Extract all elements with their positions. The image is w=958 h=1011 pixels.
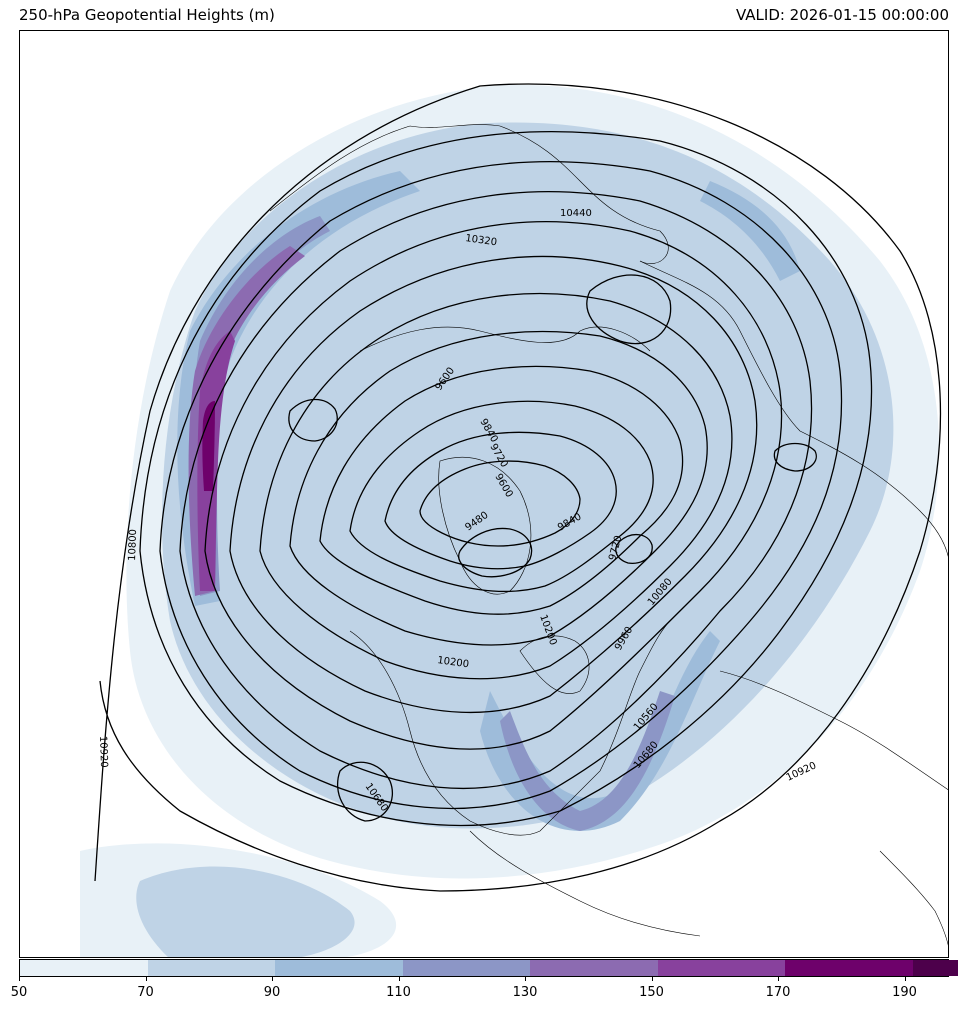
contour-10200 [259, 292, 733, 680]
label-10320-a: 10320 [465, 233, 498, 248]
contour-9600 [419, 460, 581, 547]
colorbar-tick [145, 977, 147, 981]
label-10200-a: 10200 [437, 655, 470, 670]
colorbar-ticks: 50 70 90 110 130 150 170 190 [11, 977, 949, 1007]
map-svg: 10440 10320 9600 9840 9720 9600 9480 984… [80, 83, 948, 957]
contour-10440 [204, 221, 783, 750]
contour-ridge-east [586, 274, 672, 345]
shade-110-east [700, 181, 800, 281]
colorbar-tick [651, 977, 653, 981]
colorbar-tick-label: 150 [639, 985, 664, 1000]
contour-low-west [288, 398, 338, 442]
colorbar-tick [19, 977, 20, 981]
shade-190-core [202, 401, 215, 491]
coast-north-america [349, 620, 671, 836]
contour-10080 [289, 330, 708, 646]
contour-10320 [229, 255, 758, 714]
colorbar-tick-label: 190 [892, 985, 917, 1000]
colorbar-tick-label: 90 [263, 985, 281, 1000]
colorbar-tick-label: 70 [137, 985, 154, 1000]
colorbar-segment [530, 960, 658, 976]
colorbar-segment [20, 960, 148, 976]
colorbar-segment [147, 960, 275, 976]
coast-arctic-russia [359, 326, 651, 352]
map-panel: 10440 10320 9600 9840 9720 9600 9480 984… [19, 30, 949, 958]
colorbar-tick [778, 977, 779, 981]
colorbar-tick-label: 50 [10, 985, 28, 1000]
colorbar-tick [272, 977, 273, 981]
colorbar-tick [904, 977, 906, 981]
colorbar-tick [525, 977, 526, 981]
shade-90-lower [136, 866, 355, 957]
coast-europe [269, 124, 669, 264]
contour-10920 [94, 83, 942, 892]
colorbar [19, 959, 958, 977]
contour-9480 [458, 527, 533, 578]
label-10800-a: 10800 [127, 529, 139, 561]
colorbar-segment [785, 960, 913, 976]
contour-9960 [319, 365, 684, 615]
colorbar-tick-label: 110 [386, 985, 411, 1000]
contour-low-mid [615, 534, 653, 564]
shade-150-jet [188, 246, 305, 596]
coast-south-america [879, 850, 948, 946]
label-10920-b: 10920 [97, 736, 109, 768]
contour-10680 [159, 161, 843, 810]
contour-low-east [773, 442, 817, 472]
coast-central-america [469, 830, 701, 937]
height-contours [94, 83, 942, 892]
colorbar-segment [275, 960, 403, 976]
contour-10800 [139, 131, 873, 827]
colorbar-segment [657, 960, 785, 976]
coast-africa [719, 670, 948, 791]
coastlines [269, 124, 948, 946]
shade-130-gulf [500, 691, 675, 831]
wind-shading [80, 84, 940, 957]
colorbar-segment [912, 960, 958, 976]
colorbar-segment [402, 960, 530, 976]
contour-sw-low [336, 761, 394, 822]
colorbar-tick-label: 170 [765, 985, 791, 1000]
colorbar-tick-label: 130 [512, 985, 538, 1000]
contour-9840 [349, 400, 654, 593]
title-right: VALID: 2026-01-15 00:00:00 [735, 6, 949, 24]
colorbar-tick [398, 977, 400, 981]
coast-asia [639, 260, 948, 557]
label-10440-a: 10440 [560, 208, 592, 219]
contour-10560 [179, 191, 813, 790]
title-left: 250-hPa Geopotential Heights (m) [19, 6, 275, 24]
